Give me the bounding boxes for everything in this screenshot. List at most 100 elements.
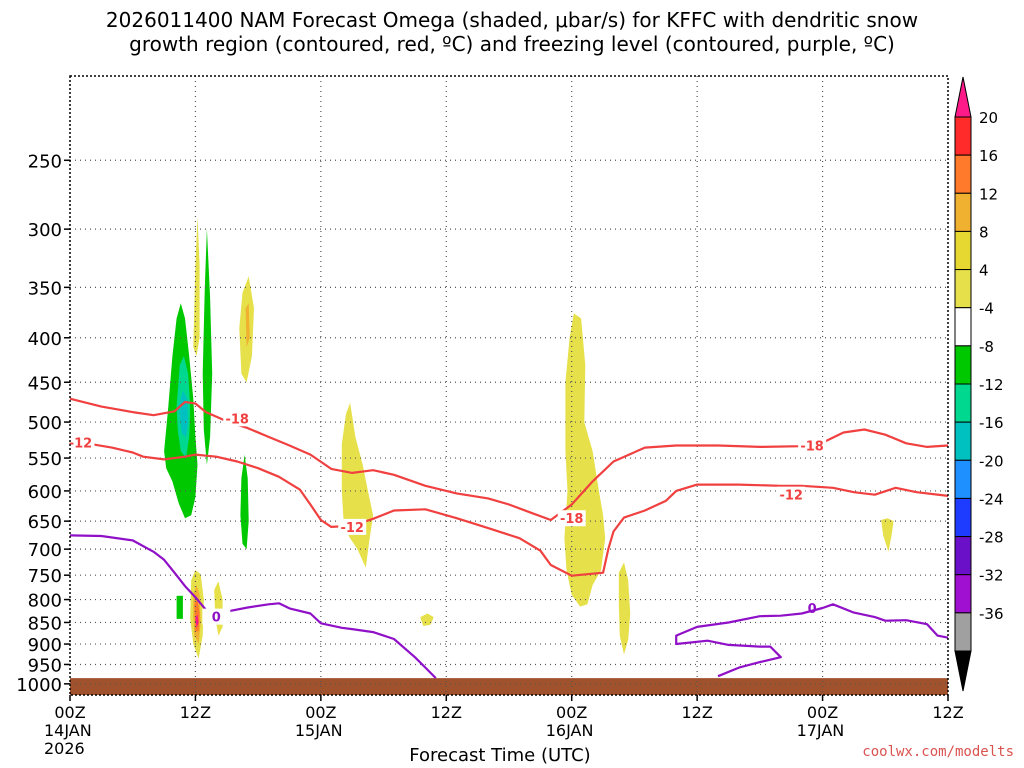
y-tick-label-300: 300	[28, 220, 62, 241]
x-year-label-0: 2026	[44, 739, 85, 758]
omega-region-12	[420, 613, 434, 626]
y-tick-label-350: 350	[28, 278, 62, 299]
colorbar-label-10: -24	[979, 490, 1004, 508]
y-tick-label-550: 550	[28, 449, 62, 470]
plot-frame	[69, 75, 949, 696]
colorbar-label-8: -16	[979, 414, 1004, 432]
series-label-1-2: -12	[779, 489, 803, 504]
colorbar-label-5: -4	[979, 300, 994, 318]
omega-region-13	[881, 518, 894, 552]
x-tick-label-0: 00Z	[54, 703, 85, 722]
series-label-bg-1-1	[338, 518, 367, 535]
y-tick-label-900: 900	[28, 635, 62, 656]
axes: 2503003504004505005506006507007508008509…	[16, 75, 964, 758]
omega-region-11	[618, 562, 631, 655]
x-tick-label-1: 12Z	[180, 703, 211, 722]
colorbar-swatch-1	[954, 154, 972, 194]
grid-lines	[70, 76, 948, 695]
y-tick-label-500: 500	[28, 413, 62, 434]
terrain-rect	[70, 678, 948, 695]
x-tick-label-7: 12Z	[932, 703, 963, 722]
colorbar-swatch-11	[954, 536, 972, 576]
omega-region-17	[195, 614, 199, 628]
colorbar-label-13: -36	[979, 605, 1004, 623]
y-tick-label-750: 750	[28, 566, 62, 587]
x-date-label-6: 17JAN	[797, 721, 845, 740]
series-label-bg-0-2	[798, 437, 827, 454]
series-line-2	[69, 534, 437, 679]
x-date-label-0: 14JAN	[44, 721, 92, 740]
y-tick-label-600: 600	[28, 482, 62, 503]
x-tick-label-5: 12Z	[681, 703, 712, 722]
series-label-bg-1-2	[777, 486, 806, 503]
colorbar-label-12: -32	[979, 567, 1004, 585]
series-label-1-1: -12	[340, 521, 364, 536]
y-tick-label-250: 250	[28, 151, 62, 172]
series-label-bg-0-0	[223, 410, 252, 427]
series-label-bg-2-0	[202, 608, 231, 625]
omega-shading	[164, 216, 894, 659]
y-tick-label-850: 850	[28, 613, 62, 634]
colorbar-swatch-5	[954, 307, 972, 347]
x-axis-label: Forecast Time (UTC)	[409, 745, 591, 766]
colorbar-label-11: -28	[979, 529, 1004, 547]
colorbar-label-7: -12	[979, 376, 1004, 394]
omega-region-10	[564, 313, 606, 607]
colorbar-label-1: 16	[979, 147, 998, 165]
colorbar-label-3: 8	[979, 223, 989, 241]
colorbar-swatch-13	[954, 612, 972, 652]
series-label-2-0: 0	[212, 611, 221, 626]
colorbar-swatch-8	[954, 421, 972, 461]
colorbar-swatch-4	[954, 269, 972, 309]
colorbar-swatch-12	[954, 574, 972, 614]
series-label-1-0: -12	[69, 437, 93, 452]
x-date-label-4: 16JAN	[546, 721, 594, 740]
colorbar-swatch-2	[954, 192, 972, 232]
chart-title-line-1: 2026011400 NAM Forecast Omega (shaded, μ…	[105, 8, 919, 32]
y-tick-label-1000: 1000	[16, 675, 62, 696]
series-label-0-1: -18	[560, 512, 584, 527]
colorbar-swatch-10	[954, 497, 972, 538]
x-tick-label-2: 00Z	[305, 703, 336, 722]
omega-region-5	[176, 595, 183, 619]
colorbar: 20 16 12 8 4 -4 -8 -12 -16 -20 -24 -28 -32 -36	[954, 76, 1004, 692]
series-label-bg-1-0	[66, 434, 95, 451]
colorbar-swatch-3	[954, 230, 972, 271]
omega-region-6	[193, 216, 200, 357]
colorbar-label-6: -8	[979, 338, 994, 356]
contour-lines: -18 -18 -18 -12 -12 -12 0 0	[66, 397, 949, 679]
y-tick-label-650: 650	[28, 512, 62, 533]
series-label-0-2: -18	[800, 439, 824, 454]
y-tick-label-700: 700	[28, 540, 62, 561]
terrain-fill	[70, 678, 948, 695]
x-tick-label-6: 00Z	[807, 703, 838, 722]
omega-region-8	[245, 303, 250, 348]
colorbar-swatch-9	[954, 459, 972, 499]
chart-title-line-2: growth region (contoured, red, ºC) and f…	[129, 32, 895, 56]
colorbar-swatch-0	[954, 116, 972, 156]
x-tick-label-4: 00Z	[556, 703, 587, 722]
colorbar-label-0: 20	[979, 109, 998, 127]
omega-region-4	[240, 454, 249, 550]
colorbar-swatch-7	[954, 383, 972, 423]
colorbar-swatch-6	[954, 345, 972, 385]
y-tick-label-800: 800	[28, 591, 62, 612]
y-tick-label-400: 400	[28, 329, 62, 350]
y-tick-label-950: 950	[28, 655, 62, 676]
x-tick-label-3: 12Z	[431, 703, 462, 722]
series-label-2-1: 0	[808, 602, 817, 617]
series-label-bg-0-1	[557, 510, 586, 527]
x-date-label-2: 15JAN	[295, 721, 343, 740]
omega-region-3	[202, 229, 213, 465]
colorbar-top-arrow	[954, 76, 972, 118]
series-line-3	[675, 603, 949, 678]
series-label-0-0: -18	[225, 412, 249, 427]
omega-region-18	[214, 581, 223, 636]
omega-region-9	[341, 402, 374, 568]
watermark: coolwx.com/modelts	[862, 744, 1014, 760]
y-tick-label-450: 450	[28, 373, 62, 394]
colorbar-bottom-arrow	[954, 650, 972, 692]
series-line-1	[69, 439, 949, 577]
colorbar-label-4: 4	[979, 262, 989, 280]
